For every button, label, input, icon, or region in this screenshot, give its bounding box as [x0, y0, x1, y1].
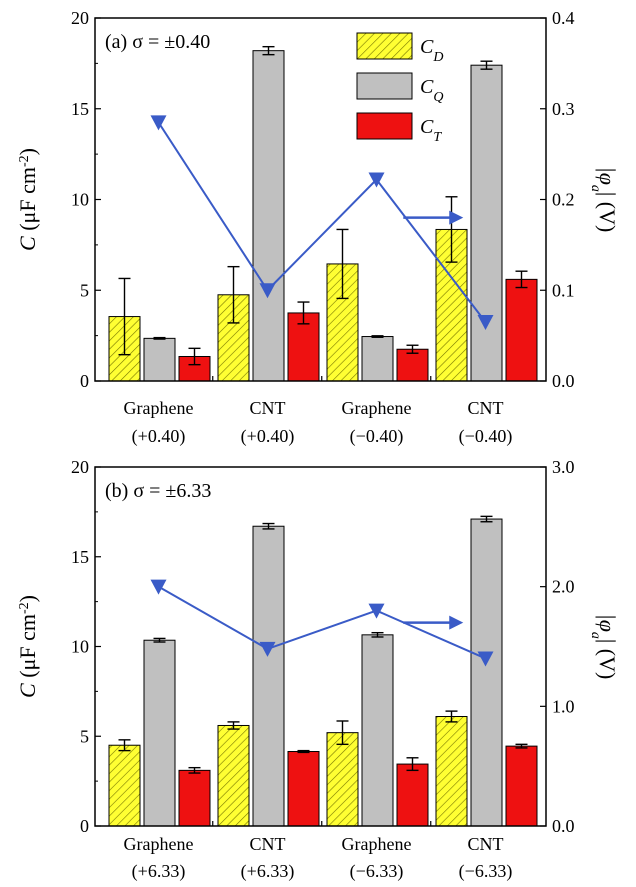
- y-tick-label: 5: [80, 280, 89, 300]
- y-tick-label: 20: [71, 457, 89, 477]
- x-tick-label: Graphene: [124, 398, 194, 418]
- x-tick-label: Graphene: [124, 834, 194, 854]
- panel-b: 0 5 10 15 20 0.0 1.0 2.0 3.0 Graphene (+6.33) CNT (+…: [15, 457, 620, 882]
- legend-label: CT: [420, 116, 442, 145]
- bar-c-t: [287, 751, 320, 827]
- legend-label: CD: [420, 36, 443, 65]
- x-tick-label-sub: (−6.33): [350, 861, 404, 882]
- bar-c-t: [396, 763, 429, 827]
- y2-tick-label: 0.0: [552, 371, 575, 391]
- x-tick-label-sub: (+6.33): [132, 861, 186, 882]
- x-tick-label-sub: (−0.40): [459, 426, 513, 447]
- y-tick-label: 15: [71, 99, 89, 119]
- panel-a: 0 5 10 15 20 0.0 0.1 0.2 0.3 0.4 Graphene (+0.40) CN…: [15, 8, 620, 447]
- y2-tick-label: 0.1: [552, 280, 575, 300]
- legend-swatch-c-d: [356, 32, 413, 60]
- y-tick-label: 0: [80, 371, 89, 391]
- bar-c-q: [470, 518, 503, 827]
- y-axis-title: C (μF cm-2): [15, 148, 40, 251]
- x-tick-label: CNT: [250, 834, 286, 854]
- x-tick-label: CNT: [468, 834, 504, 854]
- legend-swatch-c-t: [356, 112, 413, 140]
- phi-line: [157, 121, 487, 323]
- x-tick-label-sub: (−6.33): [459, 861, 513, 882]
- legend-label: CQ: [420, 76, 443, 105]
- x-tick-label: Graphene: [342, 398, 412, 418]
- panel-label: (b) σ = ±6.33: [105, 480, 211, 502]
- bar-c-q: [252, 50, 285, 382]
- y2-tick-label: 1.0: [552, 696, 575, 716]
- y2-tick-label: 3.0: [552, 457, 575, 477]
- axis-arrow-head: [449, 615, 464, 630]
- y-axis-title: C (μF cm-2): [15, 595, 40, 698]
- bar-c-d: [435, 716, 468, 827]
- y2-tick-label: 0.0: [552, 816, 575, 836]
- y2-axis-title: |φa| (V): [589, 614, 621, 680]
- y-tick-label: 10: [71, 637, 89, 657]
- phi-marker: [477, 651, 494, 667]
- bar-c-q: [361, 634, 394, 827]
- bar-c-t: [505, 745, 538, 827]
- bar-c-t: [396, 348, 429, 382]
- y-tick-label: 5: [80, 726, 89, 746]
- x-tick-label: Graphene: [342, 834, 412, 854]
- phi-marker: [259, 283, 276, 299]
- bar-c-q: [143, 639, 176, 827]
- y-tick-label: 0: [80, 816, 89, 836]
- phi-marker: [368, 172, 385, 188]
- x-tick-label: CNT: [468, 398, 504, 418]
- bar-c-d: [326, 732, 359, 827]
- y2-tick-label: 0.2: [552, 190, 575, 210]
- y-tick-label: 15: [71, 547, 89, 567]
- phi-marker: [477, 315, 494, 331]
- y-tick-label: 20: [71, 8, 89, 28]
- x-tick-label: CNT: [250, 398, 286, 418]
- phi-marker: [368, 603, 385, 619]
- x-tick-label-sub: (−0.40): [350, 426, 404, 447]
- bar-c-q: [361, 336, 394, 382]
- bar-c-t: [178, 769, 211, 827]
- phi-marker: [150, 579, 167, 595]
- bar-c-q: [252, 525, 285, 827]
- y-tick-label: 10: [71, 190, 89, 210]
- y2-tick-label: 0.3: [552, 99, 575, 119]
- phi-line: [158, 585, 486, 660]
- y2-tick-label: 0.4: [552, 8, 575, 28]
- phi-marker: [259, 641, 276, 657]
- bar-c-q: [143, 337, 176, 382]
- y2-tick-label: 2.0: [552, 577, 575, 597]
- bar-c-d: [217, 724, 250, 827]
- bar-c-t: [505, 278, 538, 382]
- bar-c-d: [108, 744, 141, 827]
- x-tick-label-sub: (+0.40): [241, 426, 295, 447]
- x-tick-label-sub: (+0.40): [132, 426, 186, 447]
- x-tick-label-sub: (+6.33): [241, 861, 295, 882]
- legend-swatch-c-q: [356, 72, 413, 100]
- panel-label: (a) σ = ±0.40: [105, 31, 210, 53]
- axis-arrow-head: [449, 210, 464, 225]
- y2-axis-title: |φa| (V): [589, 167, 621, 233]
- bar-c-q: [470, 64, 503, 382]
- phi-marker: [150, 115, 167, 131]
